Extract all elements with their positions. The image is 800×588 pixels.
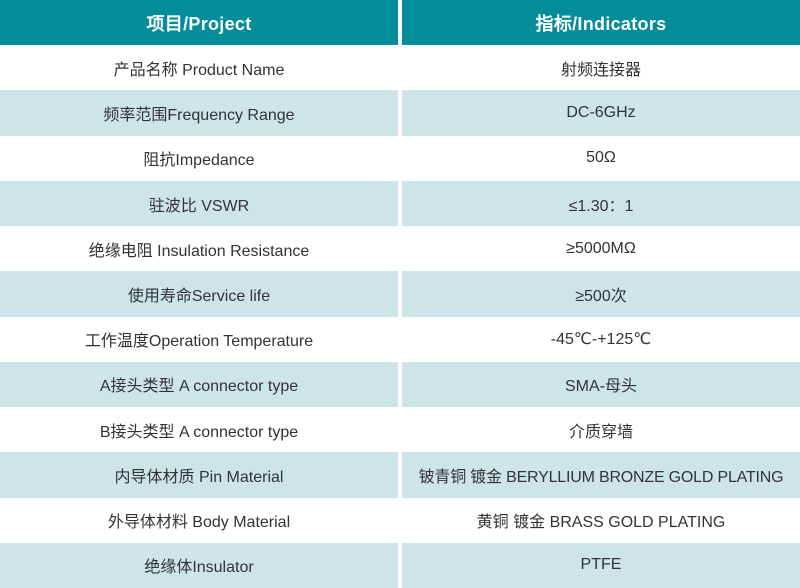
- table-row: 产品名称 Product Name 射频连接器: [0, 45, 800, 91]
- table-row: 使用寿命Service life ≥500次: [0, 271, 800, 317]
- indicator-cell: 射频连接器: [402, 45, 800, 91]
- project-cell: 阻抗Impedance: [0, 135, 398, 181]
- table-row: 内导体材质 Pin Material 铍青铜 镀金 BERYLLIUM BRON…: [0, 452, 800, 498]
- table-row: A接头类型 A connector type SMA-母头: [0, 361, 800, 408]
- project-cell: 工作温度Operation Temperature: [0, 316, 398, 362]
- project-cell: B接头类型 A connector type: [0, 407, 398, 453]
- project-cell: 内导体材质 Pin Material: [0, 452, 398, 498]
- indicator-cell: 铍青铜 镀金 BERYLLIUM BRONZE GOLD PLATING: [402, 452, 800, 498]
- indicator-cell: 介质穿墙: [402, 407, 800, 453]
- project-cell: 使用寿命Service life: [0, 271, 398, 317]
- indicator-cell: PTFE: [402, 542, 800, 588]
- table-row: 外导体材料 Body Material 黄铜 镀金 BRASS GOLD PLA…: [0, 497, 800, 543]
- indicator-cell: -45℃-+125℃: [402, 316, 800, 362]
- project-cell: 产品名称 Product Name: [0, 45, 398, 91]
- table-header-row: 项目/Project 指标/Indicators: [0, 0, 800, 46]
- table-row: 驻波比 VSWR ≤1.30：1: [0, 180, 800, 227]
- table-row: 阻抗Impedance 50Ω: [0, 135, 800, 181]
- table-row: 工作温度Operation Temperature -45℃-+125℃: [0, 316, 800, 362]
- table-row: 频率范围Frequency Range DC-6GHz: [0, 90, 800, 136]
- indicator-cell: ≥500次: [402, 271, 800, 317]
- table-row: 绝缘体Insulator PTFE: [0, 542, 800, 588]
- project-cell: 驻波比 VSWR: [0, 180, 398, 227]
- indicator-cell: 50Ω: [402, 135, 800, 181]
- project-cell: 外导体材料 Body Material: [0, 497, 398, 543]
- project-cell: 绝缘体Insulator: [0, 542, 398, 588]
- project-cell: 频率范围Frequency Range: [0, 90, 398, 136]
- table-row: 绝缘电阻 Insulation Resistance ≥5000MΩ: [0, 226, 800, 272]
- header-cell-project: 项目/Project: [0, 0, 398, 46]
- header-cell-indicators: 指标/Indicators: [402, 0, 800, 46]
- indicator-cell: ≥5000MΩ: [402, 226, 800, 272]
- indicator-cell: ≤1.30：1: [402, 180, 800, 227]
- indicator-cell: SMA-母头: [402, 361, 800, 408]
- table-row: B接头类型 A connector type 介质穿墙: [0, 407, 800, 453]
- project-cell: 绝缘电阻 Insulation Resistance: [0, 226, 398, 272]
- project-cell: A接头类型 A connector type: [0, 361, 398, 408]
- indicator-cell: DC-6GHz: [402, 90, 800, 136]
- indicator-cell: 黄铜 镀金 BRASS GOLD PLATING: [402, 497, 800, 543]
